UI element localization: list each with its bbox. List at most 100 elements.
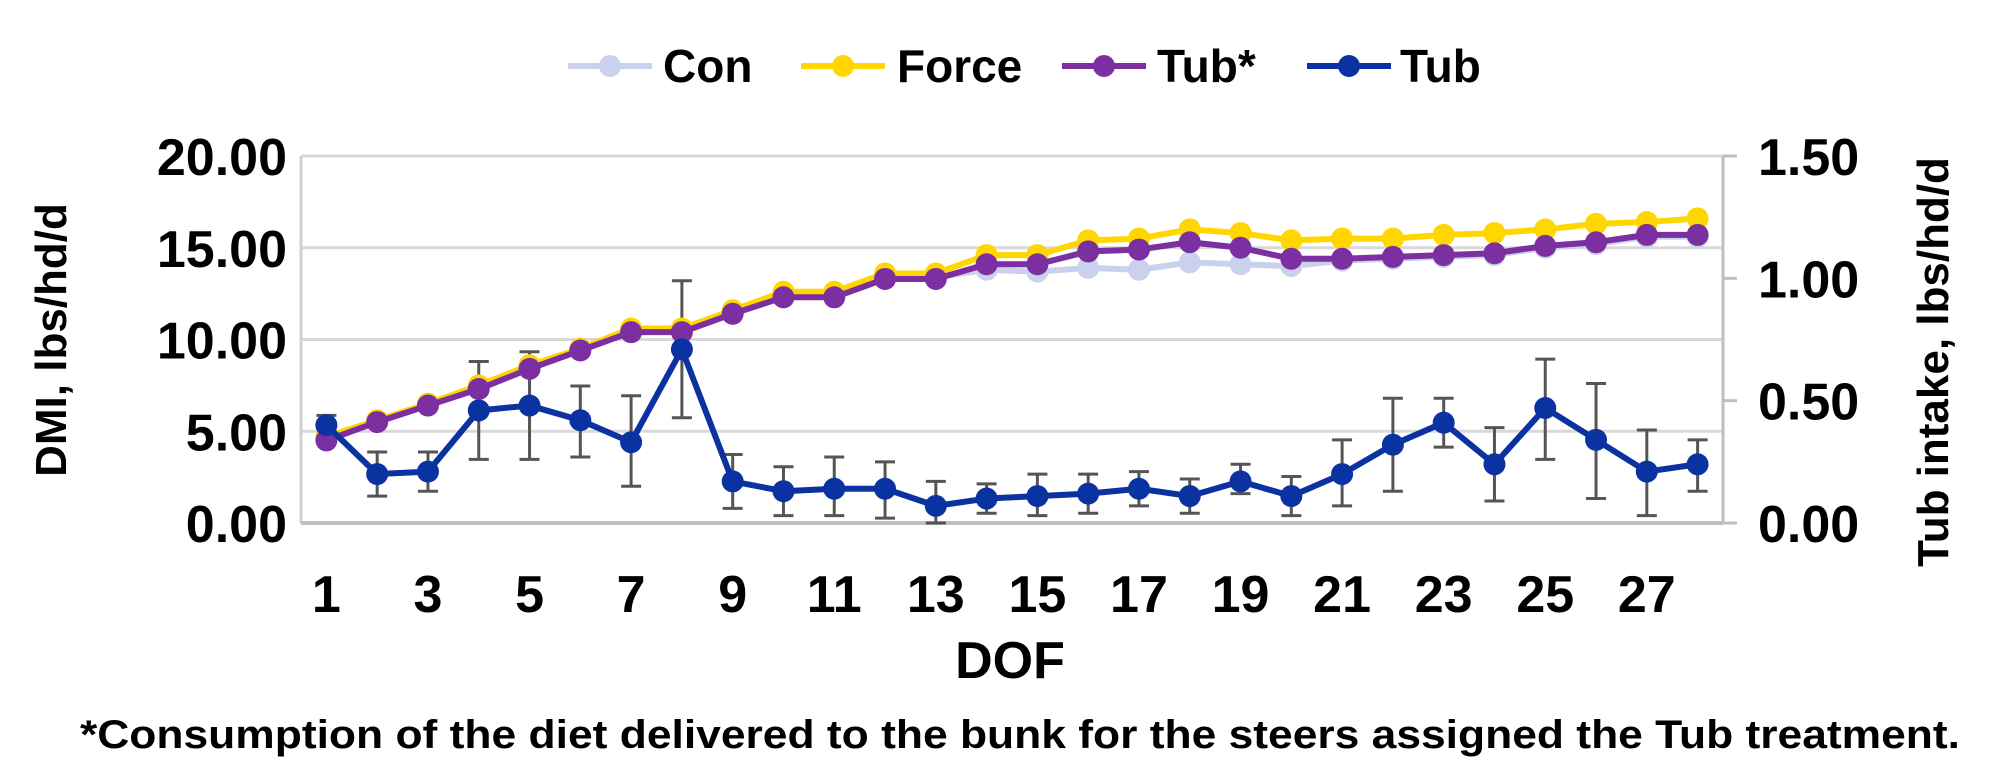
y-axis-title: DMI, lbs/hd/d (27, 203, 76, 477)
x-tick-label: 19 (1212, 566, 1270, 624)
data-point (1178, 251, 1201, 274)
data-point (1280, 229, 1303, 252)
data-point (1229, 236, 1252, 259)
legend-label: Force (897, 40, 1022, 92)
series-tub (315, 338, 1709, 517)
data-point (467, 378, 490, 401)
data-point (416, 460, 439, 483)
data-point (1635, 223, 1658, 246)
data-point (1686, 223, 1709, 246)
x-tick-label: 15 (1008, 566, 1066, 624)
data-point (772, 286, 795, 309)
data-point (1483, 453, 1506, 476)
data-point (975, 253, 998, 276)
x-tick-label: 1 (312, 566, 341, 624)
data-point (1585, 428, 1608, 451)
data-point (1331, 247, 1354, 270)
data-point (569, 409, 592, 432)
data-point (1432, 244, 1455, 267)
data-point (620, 431, 643, 454)
data-point (772, 480, 795, 503)
data-point (1585, 231, 1608, 254)
data-point (1077, 256, 1100, 279)
data-point (721, 302, 744, 325)
data-point (823, 286, 846, 309)
series-tub-star (315, 223, 1709, 452)
data-point (975, 487, 998, 510)
data-point (1432, 411, 1455, 434)
data-point (924, 494, 947, 517)
legend: Con Force Tub* Tub (568, 40, 1481, 92)
data-point (1432, 223, 1455, 246)
data-point (620, 321, 643, 344)
data-point (1534, 397, 1557, 420)
data-point (670, 321, 693, 344)
data-point (1381, 433, 1404, 456)
x-tick-label: 27 (1618, 566, 1676, 624)
legend-label: Tub (1400, 40, 1481, 92)
data-point (924, 267, 947, 290)
legend-label: Con (663, 40, 752, 92)
x-tick-label: 25 (1516, 566, 1574, 624)
data-point (1381, 227, 1404, 250)
data-point (518, 357, 541, 380)
data-point (1026, 253, 1049, 276)
y2-tick-label: 1.00 (1758, 251, 1859, 309)
series-line (325, 231, 1698, 444)
series-line (324, 346, 1699, 509)
data-point (1077, 240, 1100, 263)
y-tick-label: 15.00 (157, 221, 287, 279)
data-point (518, 394, 541, 417)
legend-label: Tub* (1157, 40, 1256, 92)
data-point (1381, 245, 1404, 268)
x-tick-label: 13 (907, 566, 965, 624)
axes (299, 154, 1737, 525)
data-point (1483, 222, 1506, 245)
data-point (1178, 231, 1201, 254)
x-tick-label: 9 (718, 566, 747, 624)
data-point (1534, 234, 1557, 257)
data-point (1127, 477, 1150, 500)
data-point (467, 399, 490, 422)
data-point (1635, 460, 1658, 483)
data-point (1229, 470, 1252, 493)
data-point (416, 394, 439, 417)
data-point (1534, 218, 1557, 241)
y2-axis-title: Tub intake, lbs/hd/d (1909, 157, 1958, 567)
y-tick-label: 20.00 (157, 129, 287, 187)
data-point (1331, 227, 1354, 250)
x-tick-label: 7 (617, 566, 646, 624)
data-point (366, 411, 389, 434)
y-tick-label: 5.00 (186, 404, 287, 462)
data-point (1585, 212, 1608, 235)
data-point (315, 414, 338, 437)
data-point (874, 267, 897, 290)
x-tick-label: 11 (807, 566, 862, 624)
legend-marker-dot (599, 55, 621, 77)
data-point (1077, 482, 1100, 505)
y2-tick-label: 0.00 (1758, 496, 1859, 554)
y-tick-label: 10.00 (157, 313, 287, 371)
data-point (569, 339, 592, 362)
data-point (366, 463, 389, 486)
x-axis-title: DOF (955, 632, 1065, 690)
data-point (1280, 485, 1303, 508)
y2-tick-label: 0.50 (1758, 374, 1859, 432)
y2-tick-label: 1.50 (1758, 129, 1859, 187)
x-tick-label: 21 (1313, 566, 1371, 624)
gridlines (301, 154, 1723, 433)
data-point (315, 429, 338, 452)
data-point (1686, 207, 1709, 230)
data-point (721, 470, 744, 493)
data-point (1127, 238, 1150, 261)
data-point (1280, 247, 1303, 270)
series (315, 207, 1709, 517)
data-point (874, 477, 897, 500)
data-point (670, 338, 693, 361)
legend-marker-dot (1338, 55, 1360, 77)
x-tick-label: 5 (515, 566, 544, 624)
y-tick-label: 0.00 (186, 496, 287, 554)
data-point (1026, 485, 1049, 508)
x-tick-label: 23 (1415, 566, 1473, 624)
